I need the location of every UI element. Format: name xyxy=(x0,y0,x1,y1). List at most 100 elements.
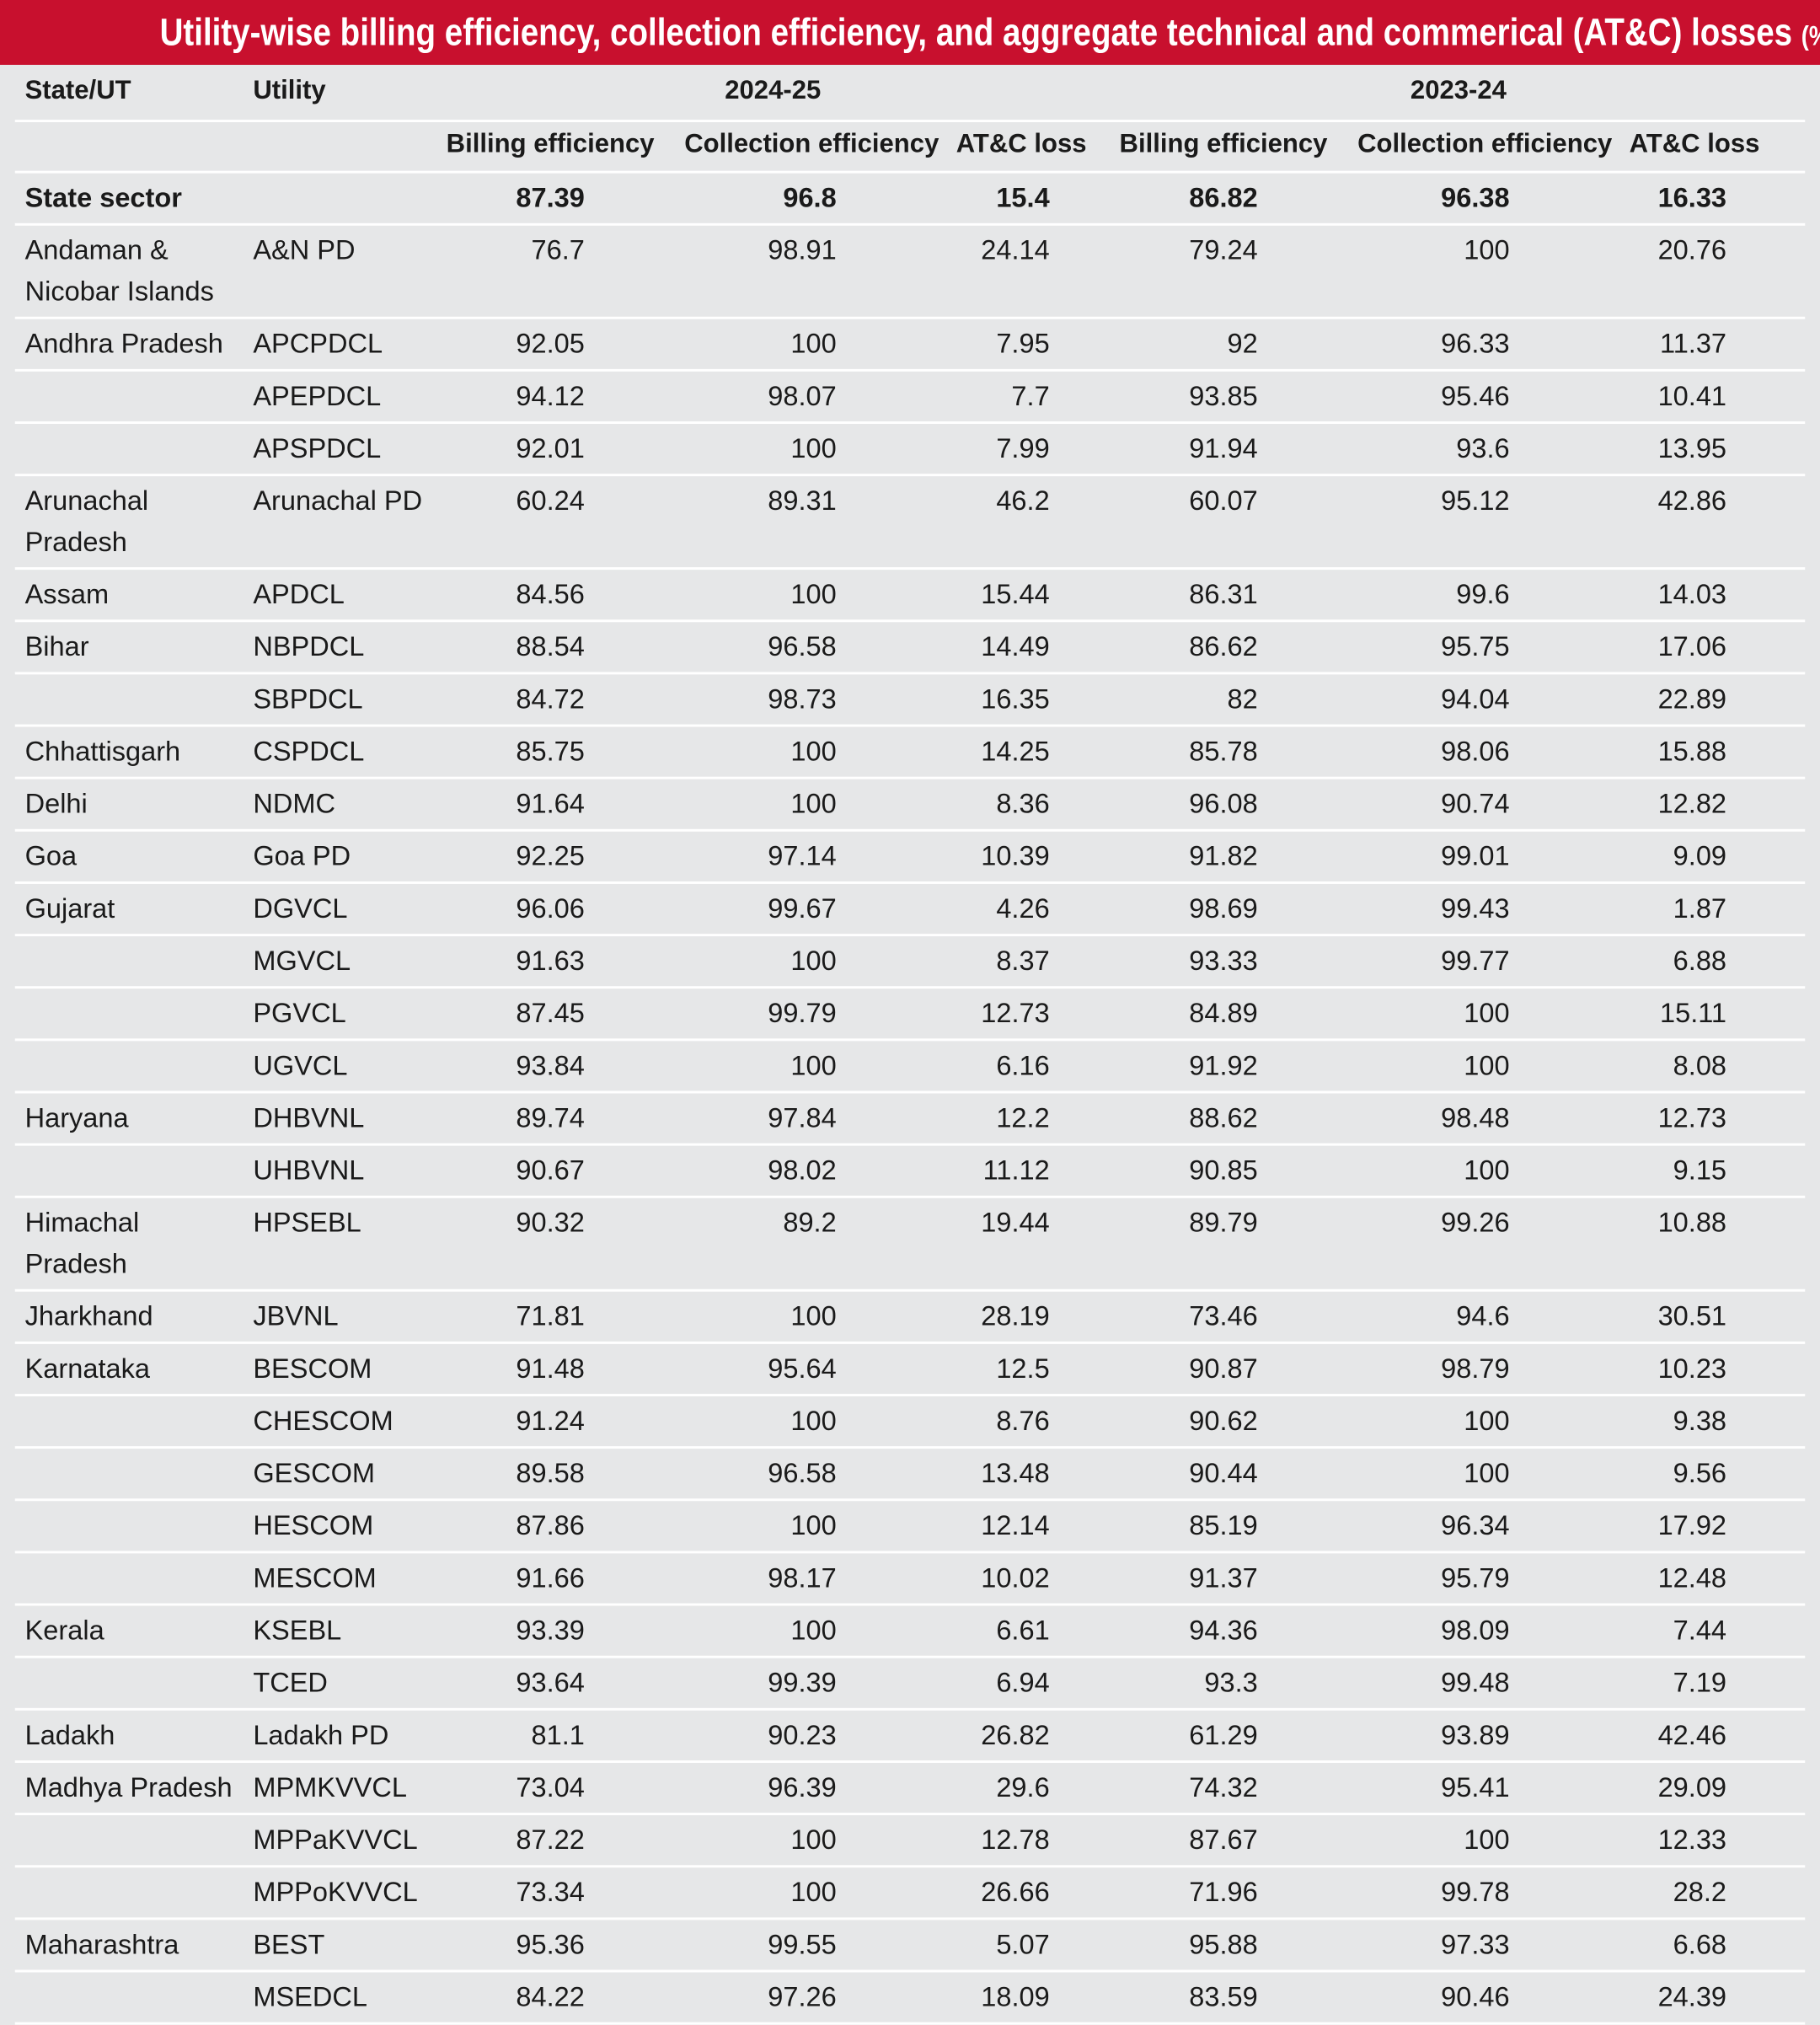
title-wrap: Utility-wise billing efficiency, collect… xyxy=(160,0,1820,65)
value-cell: 12.73 xyxy=(1657,1101,1727,1133)
value-cell: 91.63 xyxy=(516,945,585,977)
value-cell: 85.19 xyxy=(1189,1509,1258,1541)
table-row: UGVCL 93.84 100 6.16 91.92 100 8.08 xyxy=(14,1041,1806,1094)
value-cell: 100 xyxy=(790,1509,837,1541)
state-cell: Kerala xyxy=(24,1614,104,1646)
value-cell: 98.17 xyxy=(768,1562,837,1594)
value-cell: 99.55 xyxy=(768,1928,837,1960)
value-cell: 100 xyxy=(1464,1824,1510,1856)
utility-cell: SBPDCL xyxy=(253,683,363,715)
value-cell: 87.39 xyxy=(516,181,585,213)
table-row: Madhya Pradesh MPMKVVCL 73.04 96.39 29.6 74.3… xyxy=(14,1763,1806,1816)
value-cell: 93.3 xyxy=(1204,1667,1258,1699)
state-cell xyxy=(15,1553,234,1603)
value-cell: 93.33 xyxy=(1189,945,1258,977)
value-cell: 99.6 xyxy=(1456,578,1510,610)
table-row: APSPDCL 92.01 100 7.99 91.94 93.6 13.95 xyxy=(14,424,1806,477)
utility-cell: UGVCL xyxy=(253,1049,348,1081)
value-cell: 98.02 xyxy=(768,1154,837,1186)
value-cell: 99.01 xyxy=(1441,840,1510,872)
value-cell: 89.58 xyxy=(516,1457,585,1489)
utility-cell: MESCOM xyxy=(253,1562,377,1594)
value-cell: 60.24 xyxy=(516,485,585,517)
value-cell: 97.14 xyxy=(768,840,837,872)
utility-cell: DHBVNL xyxy=(253,1101,365,1133)
table-row: MPPaKVVCL 87.22 100 12.78 87.67 100 12.33 xyxy=(14,1815,1806,1868)
state-cell: Ladakh xyxy=(24,1719,115,1751)
value-cell: 10.41 xyxy=(1657,380,1727,412)
value-cell: 94.04 xyxy=(1441,683,1510,715)
value-cell: 87.22 xyxy=(516,1824,585,1856)
header-cell: Utility xyxy=(253,76,326,105)
value-cell: 86.31 xyxy=(1189,578,1258,610)
table-row: Delhi NDMC 91.64 100 8.36 96.08 90.74 12.82 xyxy=(14,779,1806,832)
value-cell: 99.39 xyxy=(768,1667,837,1699)
value-cell: 9.09 xyxy=(1673,840,1727,872)
value-cell: 98.69 xyxy=(1189,892,1258,924)
value-cell: 7.44 xyxy=(1673,1614,1727,1646)
value-cell: 88.54 xyxy=(516,630,585,662)
value-cell: 86.62 xyxy=(1189,630,1258,662)
header-row: State/UT Utility 2024-25 2023-24 xyxy=(14,65,1806,122)
value-cell: 18.09 xyxy=(981,1980,1050,2012)
value-cell: 94.36 xyxy=(1189,1614,1258,1646)
subheader-cell: Collection efficiency xyxy=(684,129,939,158)
value-cell: 93.85 xyxy=(1189,380,1258,412)
value-cell: 99.77 xyxy=(1441,945,1510,977)
state-cell xyxy=(15,1146,234,1196)
value-cell: 91.92 xyxy=(1189,1049,1258,1081)
title-bar: Utility-wise billing efficiency, collect… xyxy=(0,0,1820,65)
value-cell: 100 xyxy=(790,1405,837,1437)
value-cell: 90.44 xyxy=(1189,1457,1258,1489)
value-cell: 84.22 xyxy=(516,1980,585,2012)
value-cell: 93.64 xyxy=(516,1667,585,1699)
state-cell: Jharkhand xyxy=(24,1300,153,1332)
value-cell: 99.78 xyxy=(1441,1876,1510,1908)
value-cell: 28.2 xyxy=(1673,1876,1727,1908)
value-cell: 91.64 xyxy=(516,788,585,819)
utility-cell: HPSEBL xyxy=(253,1207,361,1239)
value-cell: 95.41 xyxy=(1441,1771,1510,1803)
value-cell: 71.81 xyxy=(516,1300,585,1332)
value-cell: 91.48 xyxy=(516,1353,585,1385)
value-cell: 96.58 xyxy=(768,630,837,662)
value-cell: 89.2 xyxy=(783,1207,837,1239)
value-cell: 61.29 xyxy=(1189,1719,1258,1751)
value-cell: 73.46 xyxy=(1189,1300,1258,1332)
value-cell: 100 xyxy=(1464,997,1510,1029)
value-cell: 14.49 xyxy=(981,630,1050,662)
state-cell: Chhattisgarh xyxy=(24,735,181,767)
value-cell: 28.19 xyxy=(981,1300,1050,1332)
table-row: MGVCL 91.63 100 8.37 93.33 99.77 6.88 xyxy=(14,936,1806,989)
value-cell: 89.31 xyxy=(768,485,837,517)
value-cell: 91.24 xyxy=(516,1405,585,1437)
value-cell: 13.95 xyxy=(1657,432,1727,464)
state-cell: Maharashtra xyxy=(24,1928,179,1960)
value-cell: 76.7 xyxy=(531,234,585,266)
state-cell: Andaman & Nicobar Islands xyxy=(24,234,214,307)
table-row: HESCOM 87.86 100 12.14 85.19 96.34 17.92 xyxy=(14,1501,1806,1554)
table-row: Gujarat DGVCL 96.06 99.67 4.26 98.69 99.43 1.87 xyxy=(14,884,1806,937)
value-cell: 9.15 xyxy=(1673,1154,1727,1186)
value-cell: 94.6 xyxy=(1456,1300,1510,1332)
value-cell: 7.19 xyxy=(1673,1667,1727,1699)
state-cell: Delhi xyxy=(24,788,88,819)
value-cell: 7.99 xyxy=(996,432,1050,464)
value-cell: 4.26 xyxy=(996,892,1050,924)
table-row: Jharkhand JBVNL 71.81 100 28.19 73.46 94.6 30.5… xyxy=(14,1292,1806,1344)
value-cell: 93.84 xyxy=(516,1049,585,1081)
value-cell: 87.86 xyxy=(516,1509,585,1541)
value-cell: 96.33 xyxy=(1441,328,1510,360)
value-cell: 5.07 xyxy=(996,1928,1050,1960)
value-cell: 83.59 xyxy=(1189,1980,1258,2012)
value-cell: 98.48 xyxy=(1441,1101,1510,1133)
value-cell: 24.14 xyxy=(981,234,1050,266)
value-cell: 95.46 xyxy=(1441,380,1510,412)
utility-cell: UHBVNL xyxy=(253,1154,365,1186)
table-row: Haryana DHBVNL 89.74 97.84 12.2 88.62 98.48 12.… xyxy=(14,1093,1806,1146)
value-cell: 92.25 xyxy=(516,840,585,872)
value-cell: 84.72 xyxy=(516,683,585,715)
utility-cell: Ladakh PD xyxy=(253,1719,389,1751)
state-cell: Arunachal Pradesh xyxy=(24,485,149,558)
utility-cell: NDMC xyxy=(253,788,335,819)
